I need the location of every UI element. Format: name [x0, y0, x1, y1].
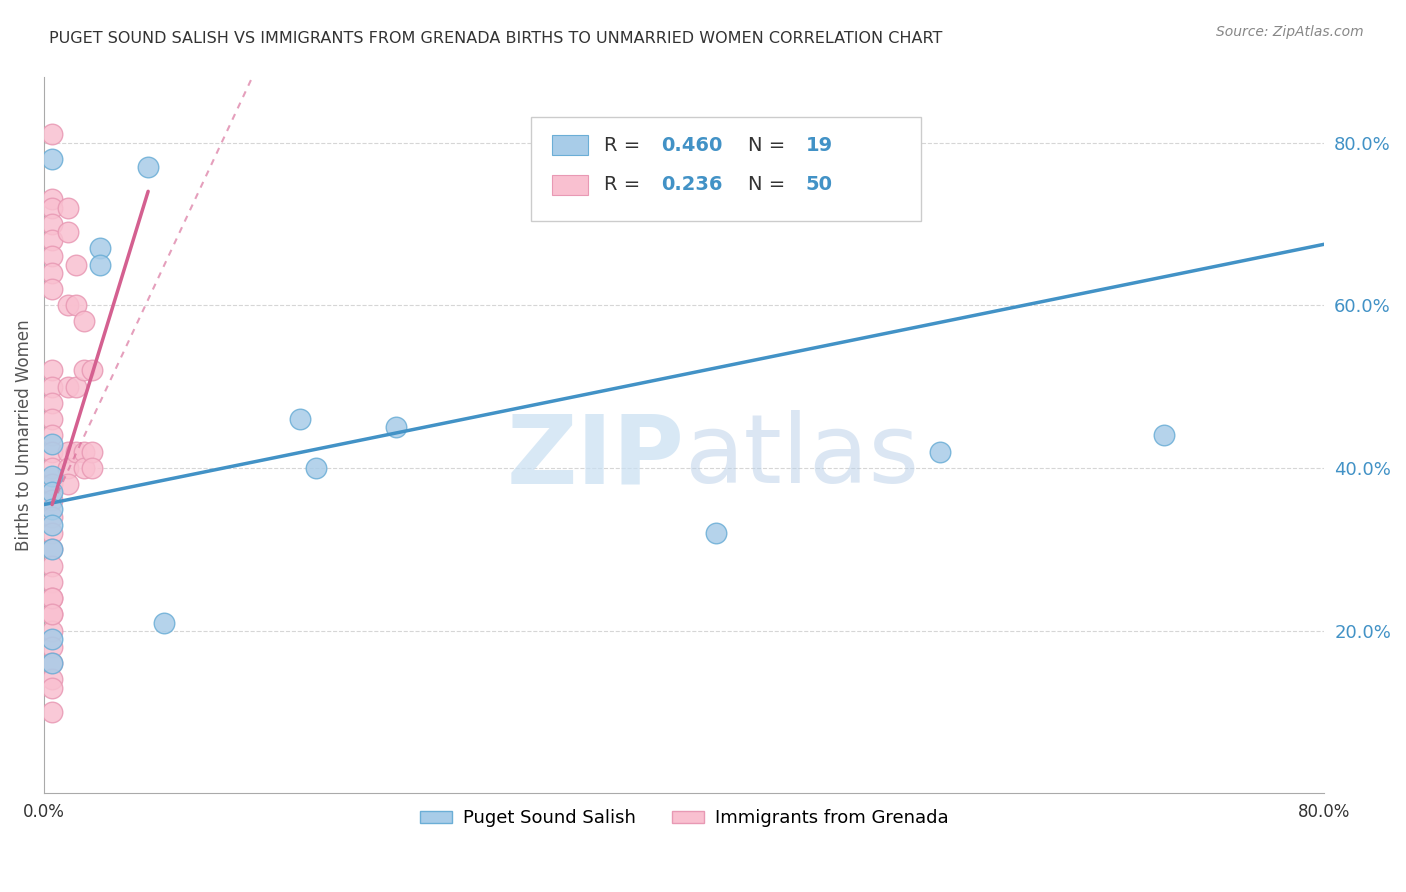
Point	[41, 705, 63, 719]
Point	[305, 461, 328, 475]
Point	[41, 436, 63, 450]
Point	[41, 485, 63, 500]
Point	[41, 574, 63, 589]
Point	[41, 673, 63, 687]
Point	[41, 501, 63, 516]
Point	[41, 656, 63, 670]
Point	[929, 444, 952, 458]
Point	[73, 461, 96, 475]
Point	[41, 681, 63, 695]
Text: 0.460: 0.460	[661, 136, 723, 155]
Point	[41, 461, 63, 475]
Text: Source: ZipAtlas.com: Source: ZipAtlas.com	[1216, 25, 1364, 39]
Point	[82, 444, 104, 458]
Point	[41, 558, 63, 573]
Point	[65, 258, 87, 272]
Y-axis label: Births to Unmarried Women: Births to Unmarried Women	[15, 319, 32, 551]
Point	[41, 249, 63, 263]
Point	[41, 656, 63, 670]
Point	[41, 193, 63, 207]
Text: 19: 19	[806, 136, 832, 155]
Point	[65, 298, 87, 312]
Point	[41, 591, 63, 606]
Point	[41, 233, 63, 247]
Point	[41, 412, 63, 426]
Text: N =: N =	[748, 136, 792, 155]
FancyBboxPatch shape	[530, 117, 921, 220]
Point	[41, 469, 63, 483]
Point	[704, 526, 727, 541]
Point	[153, 615, 176, 630]
Point	[56, 461, 79, 475]
Point	[41, 632, 63, 646]
Point	[56, 298, 79, 312]
Point	[41, 444, 63, 458]
Point	[41, 201, 63, 215]
Legend: Puget Sound Salish, Immigrants from Grenada: Puget Sound Salish, Immigrants from Gren…	[412, 802, 956, 834]
Point	[41, 152, 63, 166]
Point	[385, 420, 408, 434]
Point	[41, 624, 63, 638]
Point	[41, 379, 63, 393]
FancyBboxPatch shape	[553, 175, 588, 194]
Point	[89, 241, 111, 255]
Point	[41, 607, 63, 622]
Text: 50: 50	[806, 176, 832, 194]
Point	[89, 258, 111, 272]
Point	[288, 412, 311, 426]
Point	[65, 379, 87, 393]
Point	[41, 640, 63, 654]
FancyBboxPatch shape	[553, 136, 588, 155]
Point	[56, 477, 79, 491]
Point	[82, 363, 104, 377]
Point	[1153, 428, 1175, 442]
Point	[41, 591, 63, 606]
Point	[56, 225, 79, 239]
Point	[56, 201, 79, 215]
Point	[41, 517, 63, 532]
Text: 0.236: 0.236	[661, 176, 723, 194]
Point	[73, 444, 96, 458]
Point	[41, 217, 63, 231]
Point	[41, 282, 63, 296]
Point	[41, 363, 63, 377]
Point	[41, 542, 63, 557]
Text: ZIP: ZIP	[506, 410, 685, 503]
Text: R =: R =	[603, 176, 647, 194]
Point	[41, 542, 63, 557]
Point	[41, 128, 63, 142]
Point	[56, 444, 79, 458]
Point	[82, 461, 104, 475]
Point	[41, 266, 63, 280]
Point	[56, 379, 79, 393]
Point	[73, 363, 96, 377]
Point	[41, 526, 63, 541]
Point	[41, 477, 63, 491]
Point	[41, 396, 63, 410]
Point	[73, 314, 96, 328]
Text: R =: R =	[603, 136, 647, 155]
Point	[41, 607, 63, 622]
Point	[41, 428, 63, 442]
Text: PUGET SOUND SALISH VS IMMIGRANTS FROM GRENADA BIRTHS TO UNMARRIED WOMEN CORRELAT: PUGET SOUND SALISH VS IMMIGRANTS FROM GR…	[49, 31, 942, 46]
Point	[136, 160, 159, 174]
Point	[41, 493, 63, 508]
Text: atlas: atlas	[685, 410, 920, 503]
Text: N =: N =	[748, 176, 792, 194]
Point	[65, 444, 87, 458]
Point	[41, 509, 63, 524]
